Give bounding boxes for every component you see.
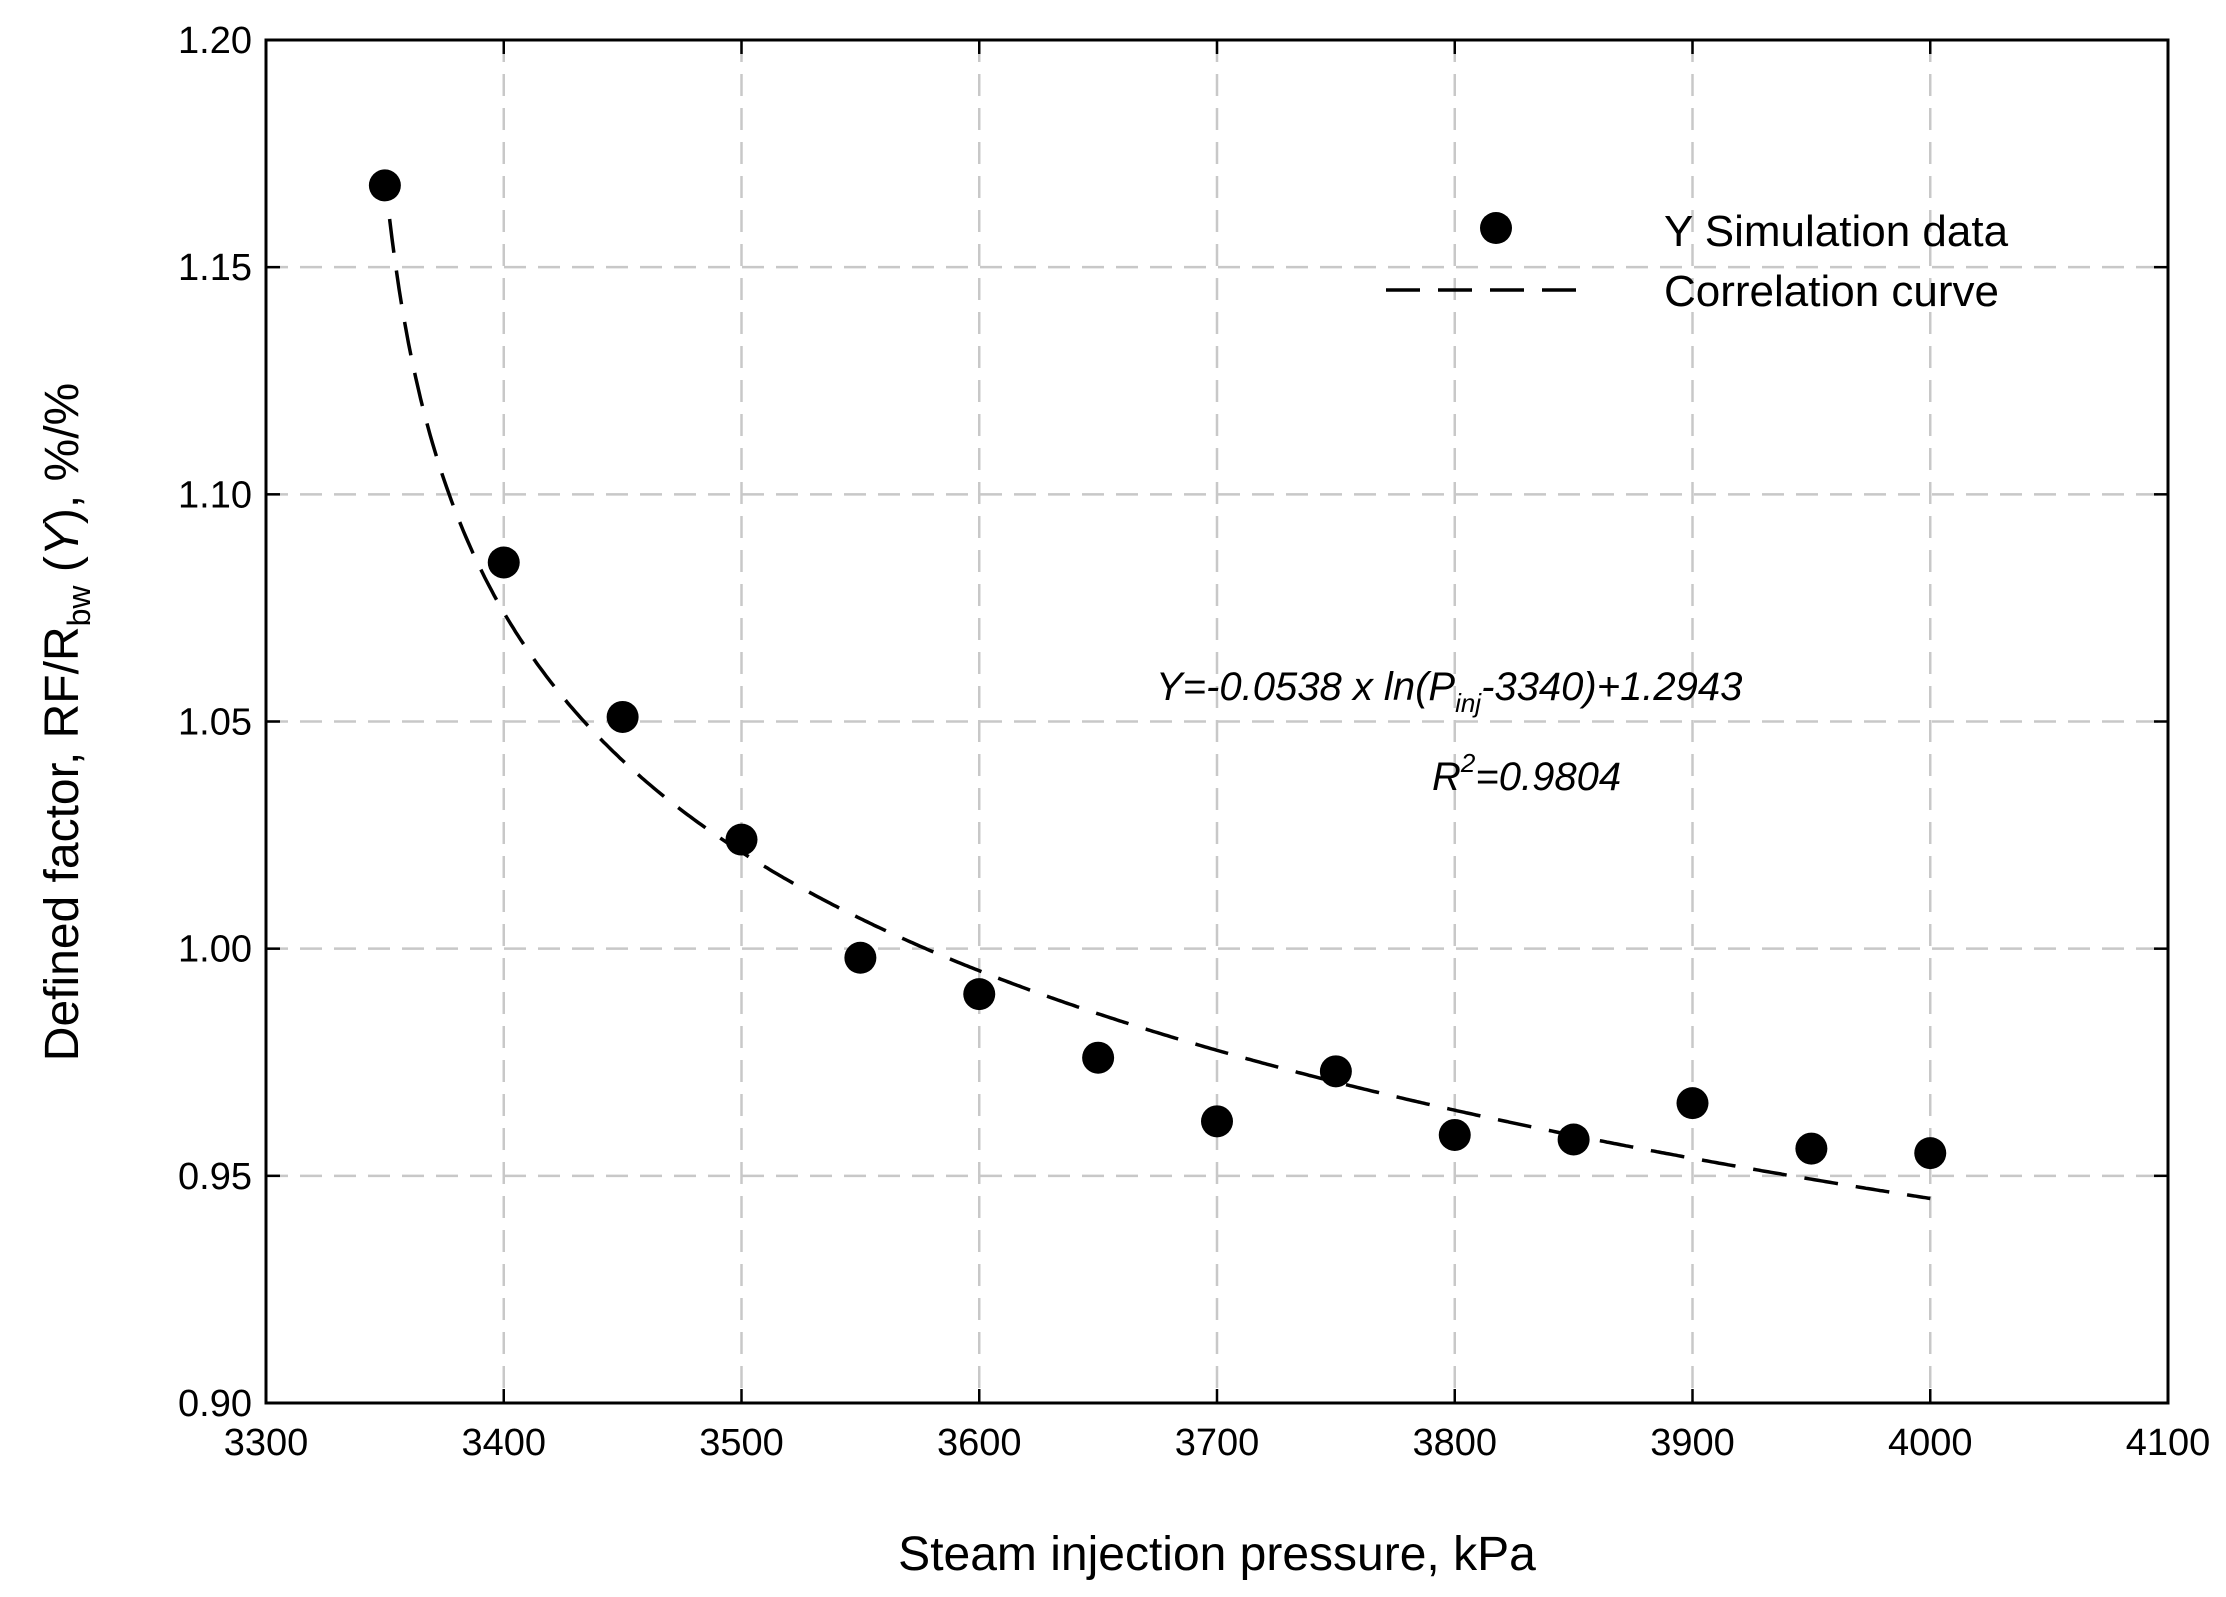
equation-subscript: inj	[1455, 688, 1482, 718]
y-axis-label-paren: (	[36, 556, 89, 585]
x-axis-label: Steam injection pressure, kPa	[898, 1528, 1536, 1581]
equation-prefix: Y=-0.0538 x ln(P	[1156, 665, 1455, 709]
x-tick-label: 3300	[224, 1422, 309, 1464]
y-tick-label: 1.00	[178, 929, 252, 971]
r-squared-annotation: R2=0.9804	[1432, 748, 1621, 799]
data-point	[606, 700, 639, 733]
y-tick-label: 0.95	[178, 1156, 252, 1198]
x-tick-label: 3800	[1412, 1422, 1497, 1464]
data-point	[1082, 1041, 1115, 1074]
data-point	[844, 941, 877, 974]
x-tick-label: 4100	[2126, 1422, 2211, 1464]
y-tick-labels: 0.90 0.95 1.00 1.05 1.10 1.15 1.20	[178, 20, 252, 1425]
correlation-curve	[387, 218, 1931, 1201]
legend-label-correlation: Correlation curve	[1664, 267, 1999, 316]
y-tick-label: 0.90	[178, 1383, 252, 1425]
tick-layer	[264, 38, 2170, 1405]
x-tick-label: 4000	[1888, 1422, 1973, 1464]
x-tick-labels: 3300 3400 3500 3600 3700 3800 3900 4000 4100	[224, 1422, 2211, 1464]
x-tick-label: 3500	[699, 1422, 784, 1464]
y-axis-label-end: ), %/%	[36, 383, 89, 524]
y-axis-label-main: Defined factor, RF/R	[36, 626, 89, 1061]
x-tick-label: 3700	[1175, 1422, 1260, 1464]
data-point	[1676, 1087, 1709, 1120]
points-layer	[368, 169, 1947, 1170]
y-axis-label: Defined factor, RF/Rbw (Y), %/%	[36, 383, 97, 1061]
y-axis-label-italic: Y	[36, 521, 89, 556]
r-squared-value: =0.9804	[1475, 755, 1621, 799]
x-tick-label: 3600	[937, 1422, 1022, 1464]
y-tick-label: 1.10	[178, 474, 252, 516]
equation-suffix: -3340)+1.2943	[1481, 665, 1742, 709]
data-point	[1557, 1123, 1590, 1156]
x-tick-label: 3900	[1650, 1422, 1735, 1464]
data-point	[487, 546, 520, 579]
legend-marker-simulation	[1480, 212, 1512, 244]
y-axis-label-subscript: bw	[61, 585, 97, 627]
data-point	[368, 169, 401, 202]
legend-label-simulation: Y Simulation data	[1664, 207, 2009, 256]
y-tick-label: 1.15	[178, 247, 252, 289]
y-tick-label: 1.20	[178, 20, 252, 62]
y-tick-label: 1.05	[178, 702, 252, 744]
data-point	[963, 978, 996, 1011]
curve-layer	[387, 218, 1931, 1201]
legend: Y Simulation data Correlation curve	[1386, 207, 2009, 316]
data-point	[1319, 1055, 1352, 1088]
data-point	[1795, 1132, 1828, 1165]
data-point	[1201, 1105, 1233, 1138]
equation-annotation: Y=-0.0538 x ln(Pinj-3340)+1.2943	[1156, 665, 1742, 718]
data-point	[1914, 1137, 1947, 1170]
x-tick-label: 3400	[461, 1422, 546, 1464]
r-squared-base: R	[1432, 755, 1461, 799]
data-point	[725, 823, 758, 856]
r-squared-superscript: 2	[1460, 748, 1476, 778]
data-point	[1438, 1118, 1471, 1151]
